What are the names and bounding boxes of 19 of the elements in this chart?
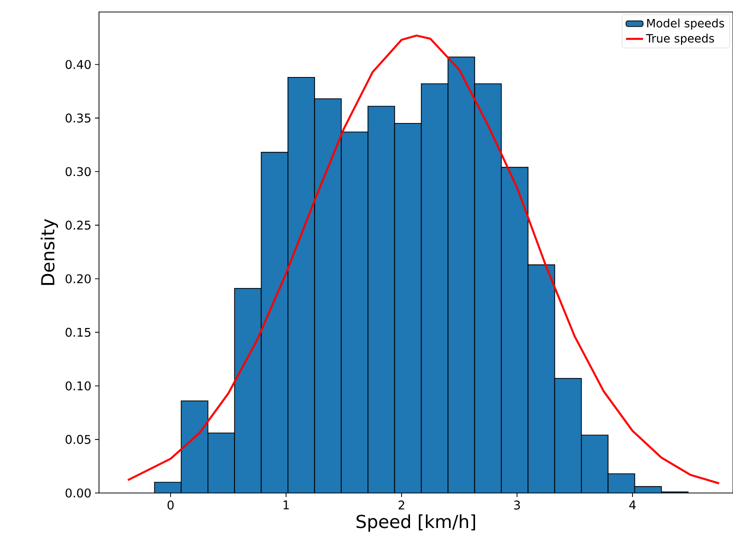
y-tick-label: 0.40 [66, 60, 91, 70]
x-tick-label: 2 [398, 500, 404, 510]
y-tick-label: 0.30 [66, 167, 91, 176]
line-series [126, 34, 720, 484]
x-axis-title: Speed [km/h] [356, 514, 476, 532]
legend-label: True speeds [646, 34, 714, 45]
y-tick-label: 0.00 [66, 488, 91, 498]
y-tick-label: 0.20 [66, 274, 91, 284]
x-tick-label: 3 [514, 500, 520, 510]
y-tick-label: 0.25 [66, 220, 90, 230]
legend-label: Model speeds [647, 18, 724, 30]
x-tick-label: 4 [629, 500, 636, 510]
y-tick-label: 0.15 [66, 328, 90, 337]
x-tick-label: 1 [284, 500, 289, 510]
y-tick-label: 0.05 [66, 434, 90, 444]
y-tick-label: 0.35 [66, 114, 90, 123]
x-tick-label: 0 [168, 500, 174, 510]
y-axis-title: Density [40, 218, 58, 285]
y-tick-label: 0.10 [66, 381, 91, 390]
